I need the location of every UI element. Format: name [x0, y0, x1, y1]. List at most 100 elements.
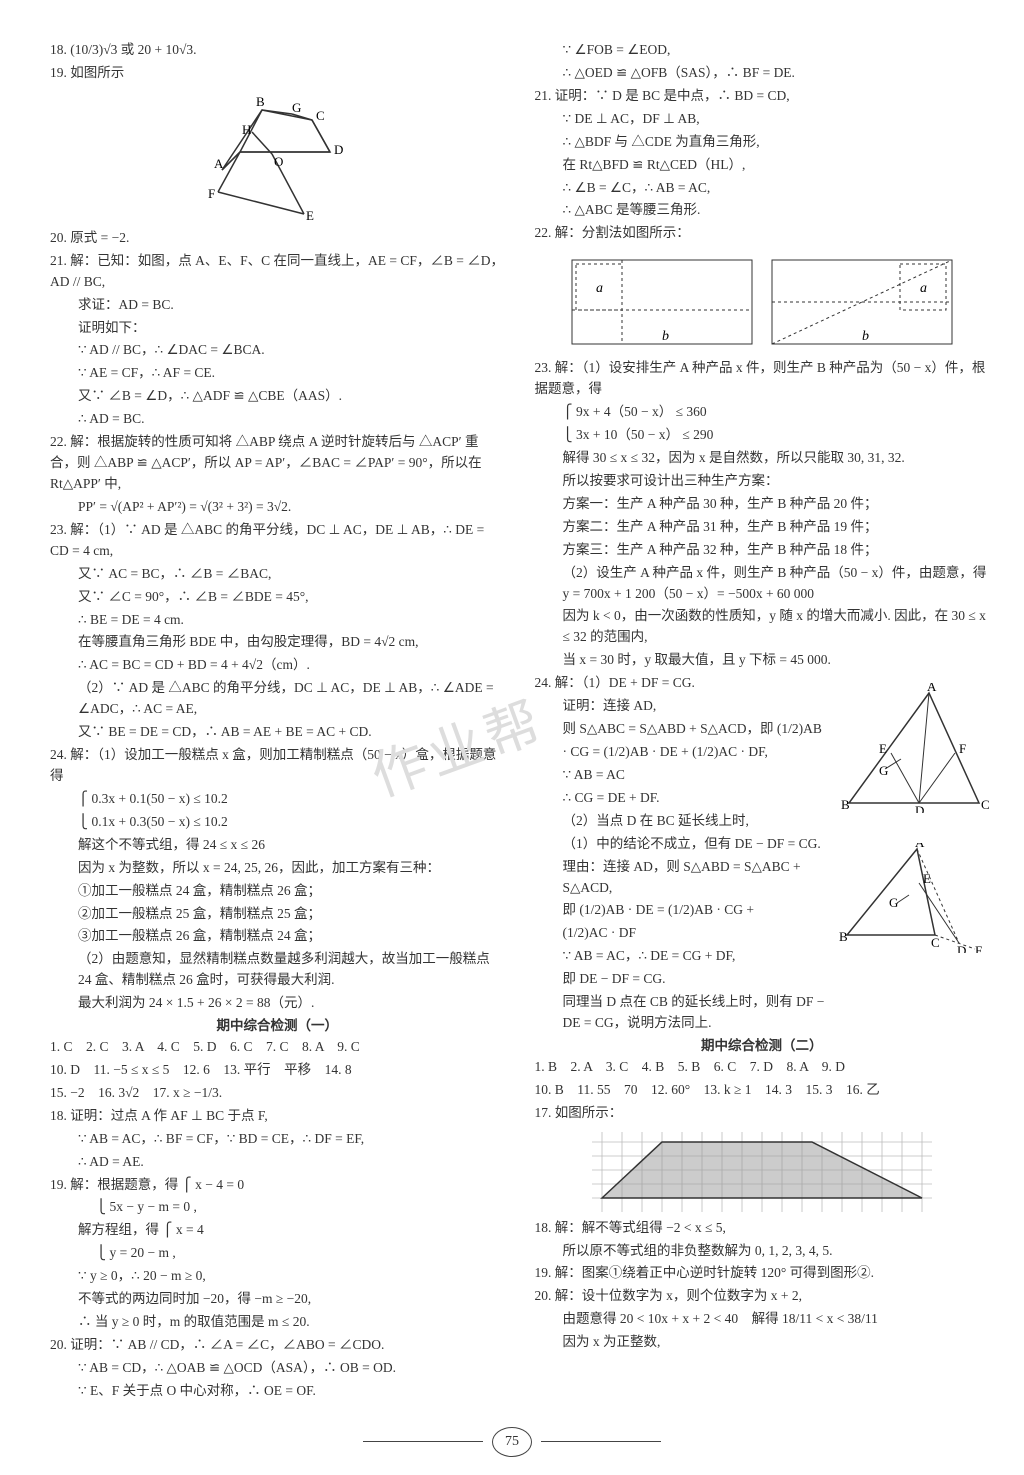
item-22-2: PP′ = √(AP² + AP′²) = √(3² + 3²) = 3√2. [50, 497, 505, 518]
figure-2: a b a b [535, 246, 990, 358]
r24-4: · CG = (1/2)AB · DE + (1/2)AC · DF, [535, 742, 835, 763]
r23-2: ⎧ 9x + 4（50 − x） ≤ 360 [535, 402, 990, 423]
rule-left [363, 1441, 483, 1442]
b17: 17. 如图所示： [535, 1103, 990, 1124]
svg-text:b: b [662, 329, 669, 344]
item-20b-3: ∵ E、F 关于点 O 中心对称，∴ OE = OF. [50, 1381, 505, 1402]
svg-text:G: G [879, 763, 888, 778]
columns: 18. (10/3)√3 或 20 + 10√3. 19. 如图所示 A B C… [50, 40, 989, 1400]
r24-9: 即 (1/2)AB · DE = (1/2)AB · CG + [535, 900, 835, 921]
exam-title-1: 期中综合检测（一） [50, 1016, 505, 1037]
r22-1: 22. 解：分割法如图所示： [535, 223, 990, 244]
r20-1: 20. 解：设十位数字为 x，则个位数字为 x + 2, [535, 1286, 990, 1307]
r24-7: （2）当点 D 在 BC 延长线上时, [535, 811, 835, 832]
r18-1: 18. 解：解不等式组得 −2 < x ≤ 5, [535, 1218, 990, 1239]
item-24-8: ③加工一般糕点 26 盒，精制糕点 24 盒； [50, 926, 505, 947]
svg-text:O: O [274, 154, 283, 169]
r23-6: 方案一：生产 A 种产品 30 种，生产 B 种产品 20 件； [535, 494, 990, 515]
item-24-7: ②加工一般糕点 25 盒，精制糕点 25 盒； [50, 904, 505, 925]
r21-6: ∴ △ABC 是等腰三角形. [535, 200, 990, 221]
r23-1: 23. 解：（1）设安排生产 A 种产品 x 件，则生产 B 种产品为（50 −… [535, 358, 990, 400]
item-23-7: （2）∵ AD 是 △ABC 的角平分线，DC ⊥ AC，DE ⊥ AB，∴ ∠… [50, 678, 505, 720]
r23-4: 解得 30 ≤ x ≤ 32，因为 x 是自然数，所以只能取 30, 31, 3… [535, 448, 990, 469]
item-24-5: 因为 x 为整数，所以 x = 24, 25, 26，因此，加工方案有三种： [50, 858, 505, 879]
rule-right [541, 1441, 661, 1442]
item-21-4: ∵ AD // BC，∴ ∠DAC = ∠BCA. [50, 340, 505, 361]
r24-12: 即 DE − DF = CG. [535, 969, 835, 990]
svg-text:F: F [975, 943, 982, 953]
item-21-3: 证明如下： [50, 318, 505, 339]
item-19b-4: 不等式的两边同时加 −20，得 −m ≥ −20, [50, 1289, 505, 1310]
svg-text:C: C [316, 108, 325, 123]
item-18b-3: ∴ AD = AE. [50, 1152, 505, 1173]
fig2-svg: a b a b [562, 252, 962, 352]
item-18b-1: 18. 证明：过点 A 作 AF ⊥ BC 于点 F, [50, 1106, 505, 1127]
item-23-3: 又∵ ∠C = 90°，∴ ∠B = ∠BDE = 45°, [50, 587, 505, 608]
item-20b-2: ∵ AB = CD，∴ △OAB ≌ △OCD（ASA），∴ OB = OD. [50, 1358, 505, 1379]
ans-line-2: 10. D 11. −5 ≤ x ≤ 5 12. 6 13. 平行 平移 14.… [50, 1060, 505, 1081]
r20-2: 由题意得 20 < 10x + x + 2 < 40 解得 18/11 < x … [535, 1309, 990, 1330]
item-21-7: ∴ AD = BC. [50, 409, 505, 430]
ans-line-1: 1. C 2. C 3. A 4. C 5. D 6. C 7. C 8. A … [50, 1037, 505, 1058]
item-24-6: ①加工一般糕点 24 盒，精制糕点 26 盒； [50, 881, 505, 902]
item-19: 19. 如图所示 [50, 63, 505, 84]
r23-3: ⎩ 3x + 10（50 − x） ≤ 290 [535, 425, 990, 446]
item-24-1: 24. 解：（1）设加工一般糕点 x 盒，则加工精制糕点（50 − x）盒，根据… [50, 745, 505, 787]
svg-text:F: F [208, 186, 215, 201]
item-21-5: ∵ AE = CF，∴ AF = CE. [50, 363, 505, 384]
svg-text:E: E [879, 741, 887, 756]
item-19b-2b: ⎩ y = 20 − m , [50, 1243, 505, 1264]
fig4-svg [592, 1132, 932, 1212]
item-18: 18. (10/3)√3 或 20 + 10√3. [50, 40, 505, 61]
item-24-9: （2）由题意知，显然精制糕点数量越多利润越大，故当加工一般糕点 24 盒、精制糕… [50, 949, 505, 991]
page: 作业帮 18. (10/3)√3 或 20 + 10√3. 19. 如图所示 A… [0, 0, 1024, 1475]
item-21-2: 求证：AD = BC. [50, 295, 505, 316]
item-19b-3: ∵ y ≥ 0，∴ 20 − m ≥ 0, [50, 1266, 505, 1287]
r23-10: 因为 k < 0，由一次函数的性质知，y 随 x 的增大而减小. 因此，在 30… [535, 606, 990, 648]
svg-text:E: E [923, 871, 931, 886]
fig3a-svg: A B C D E F G [839, 683, 989, 813]
item-18b-2: ∵ AB = AC，∴ BF = CF，∵ BD = CE，∴ DF = EF, [50, 1129, 505, 1150]
r21-5: ∴ ∠B = ∠C，∴ AB = AC, [535, 178, 990, 199]
r23-8: 方案三：生产 A 种产品 32 种，生产 B 种产品 18 件； [535, 540, 990, 561]
svg-text:a: a [596, 281, 603, 296]
r21-3: ∴ △BDF 与 △CDE 为直角三角形, [535, 132, 990, 153]
item-23-5: 在等腰直角三角形 BDE 中，由勾股定理得，BD = 4√2 cm, [50, 632, 505, 653]
svg-text:A: A [214, 156, 224, 171]
ans-line-3: 15. −2 16. 3√2 17. x ≥ −1/3. [50, 1083, 505, 1104]
figure-1: A B C D E F G H O [50, 86, 505, 228]
svg-text:G: G [292, 100, 301, 115]
r-top2: ∴ △OED ≌ △OFB（SAS），∴ BF = DE. [535, 63, 990, 84]
svg-text:B: B [256, 94, 265, 109]
item-21-6: 又∵ ∠B = ∠D，∴ △ADF ≌ △CBE（AAS）. [50, 386, 505, 407]
item-23-6: ∴ AC = BC = CD + BD = 4 + 4√2（cm）. [50, 655, 505, 676]
left-col: 18. (10/3)√3 或 20 + 10√3. 19. 如图所示 A B C… [50, 40, 505, 1400]
item-23-2: 又∵ AC = BC，∴ ∠B = ∠BAC, [50, 564, 505, 585]
svg-text:H: H [242, 122, 251, 137]
item-24-10: 最大利润为 24 × 1.5 + 26 × 2 = 88（元）. [50, 993, 505, 1014]
r20-3: 因为 x 为正整数, [535, 1332, 990, 1353]
svg-text:E: E [306, 208, 314, 222]
item-24-4: 解这个不等式组，得 24 ≤ x ≤ 26 [50, 835, 505, 856]
page-number-wrap: 75 [0, 1427, 1024, 1457]
r24-13: 同理当 D 点在 CB 的延长线上时，则有 DF − DE = CG，说明方法同… [535, 992, 835, 1034]
item-24-3: ⎩ 0.1x + 0.3(50 − x) ≤ 10.2 [50, 812, 505, 833]
item-20: 20. 原式 = −2. [50, 228, 505, 249]
r24-2: 证明：连接 AD, [535, 696, 835, 717]
item-22-1: 22. 解：根据旋转的性质可知将 △ABP 绕点 A 逆时针旋转后与 △ACP′… [50, 432, 505, 495]
r-top1: ∵ ∠FOB = ∠EOD, [535, 40, 990, 61]
r24-8: 理由：连接 AD，则 S△ABD = S△ABC + S△ACD, [535, 857, 835, 899]
svg-text:D: D [957, 943, 966, 953]
item-23-8: 又∵ BE = DE = CD，∴ AB = AE + BE = AC + CD… [50, 722, 505, 743]
r21-1: 21. 证明：∵ D 是 BC 是中点，∴ BD = CD, [535, 86, 990, 107]
r24-11: ∵ AB = AC，∴ DE = CG + DF, [535, 946, 835, 967]
r24-10: (1/2)AC · DF [535, 923, 835, 944]
right-col: ∵ ∠FOB = ∠EOD, ∴ △OED ≌ △OFB（SAS），∴ BF =… [535, 40, 990, 1400]
item-21-1: 21. 解：已知：如图，点 A、E、F、C 在同一直线上，AE = CF，∠B … [50, 251, 505, 293]
svg-text:B: B [839, 929, 848, 944]
page-number: 75 [492, 1427, 532, 1457]
r21-4: 在 Rt△BFD ≌ Rt△CED（HL）, [535, 155, 990, 176]
svg-text:A: A [927, 683, 937, 694]
item-24-2: ⎧ 0.3x + 0.1(50 − x) ≤ 10.2 [50, 789, 505, 810]
svg-text:G: G [889, 895, 898, 910]
